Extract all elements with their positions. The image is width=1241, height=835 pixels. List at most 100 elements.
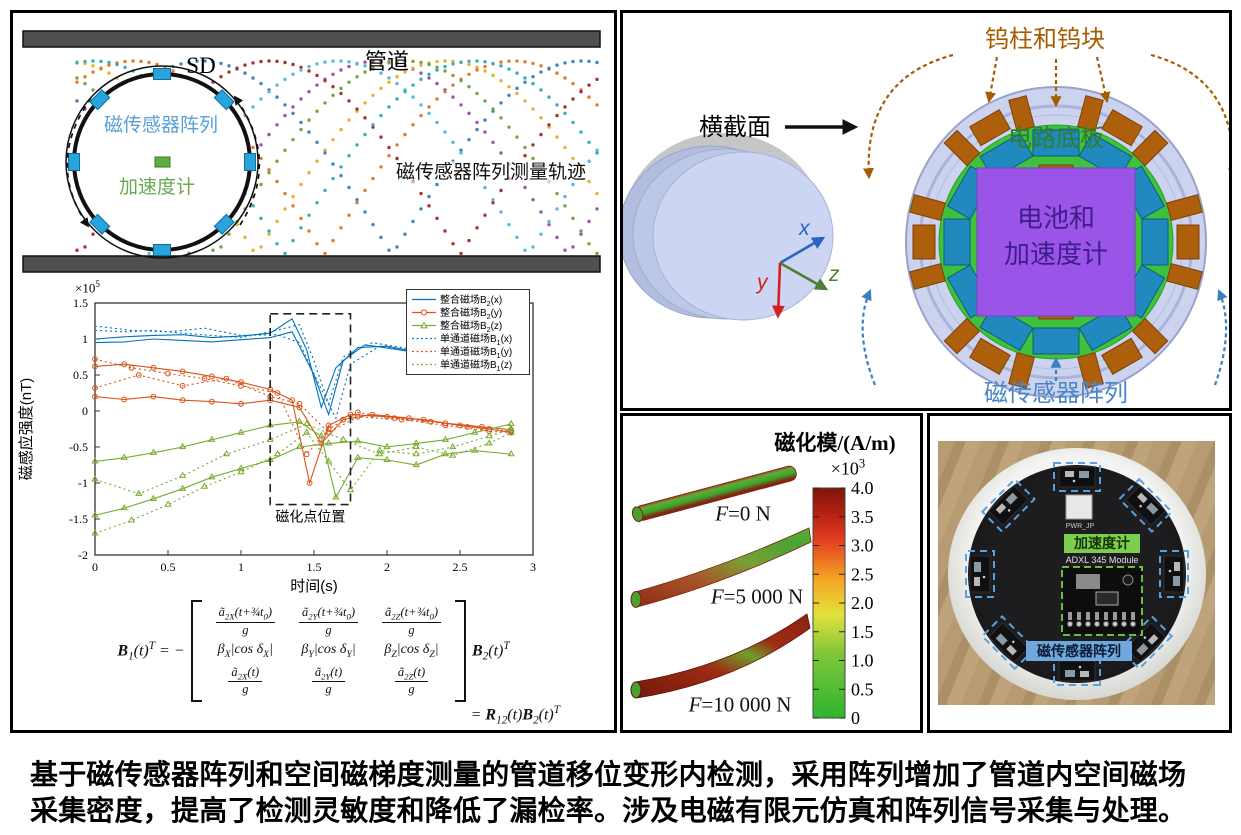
module-pins bbox=[1066, 612, 1137, 628]
x-axis-arrow-icon bbox=[779, 236, 826, 265]
svg-text:0: 0 bbox=[82, 404, 88, 418]
svg-text:-0.5: -0.5 bbox=[69, 440, 88, 454]
y-axis-exponent: ×105 bbox=[75, 279, 100, 296]
panel-cross-section: 横截面 x z y 电池和 加速度计 电路底板 钨柱和钨块 bbox=[618, 10, 1240, 411]
sensor-array-label: 磁传感器阵列 bbox=[984, 380, 1128, 407]
accel-label-bg bbox=[1064, 534, 1140, 553]
pipe-wall-bottom bbox=[22, 255, 601, 273]
svg-text:1.5: 1.5 bbox=[851, 622, 874, 642]
pipe-f5000-end bbox=[630, 591, 642, 608]
matrix-bracket-left bbox=[190, 600, 202, 702]
pipe-f10000-end bbox=[630, 681, 642, 699]
formula: B1(t)T = − ã2X(t+¾t0) g ã2Y(t+¾t0) g ã2Z(t+¾… bbox=[13, 600, 614, 702]
pipe-wall-top bbox=[22, 30, 601, 48]
matrix-cell: ã2Y(t) g bbox=[311, 665, 346, 697]
svg-text:4.0: 4.0 bbox=[851, 478, 874, 498]
array-label-bg bbox=[1026, 641, 1132, 661]
cross-section-label: 横截面 bbox=[699, 114, 771, 141]
trajectory-label-bg bbox=[401, 161, 581, 183]
sensor-array-arrows bbox=[861, 288, 1228, 386]
svg-text:2.5: 2.5 bbox=[453, 560, 468, 574]
sensor-squares bbox=[68, 68, 256, 256]
x-axis-label: x bbox=[798, 217, 811, 240]
svg-text:3.0: 3.0 bbox=[851, 536, 874, 556]
array-curve-left-icon bbox=[861, 288, 877, 386]
svg-text:0: 0 bbox=[851, 708, 860, 728]
module-chip2 bbox=[1095, 591, 1119, 606]
svg-text:2.0: 2.0 bbox=[851, 593, 874, 613]
pipe-f0 bbox=[631, 465, 797, 523]
trajectory-label: 磁传感器阵列测量轨迹 bbox=[396, 161, 586, 183]
tungsten-curve-left-icon bbox=[862, 53, 954, 180]
y-axis-label: y bbox=[755, 271, 769, 294]
svg-text:0.5: 0.5 bbox=[161, 560, 176, 574]
matrix-bracket-right bbox=[454, 600, 466, 702]
caption-line1: 基于磁传感器阵列和空间磁梯度测量的管道移位变形内检测，采用阵列增加了管道内空间磁… bbox=[30, 759, 1187, 790]
svg-text:2.5: 2.5 bbox=[851, 564, 874, 584]
cross-section-drawing: 横截面 x z y 电池和 加速度计 电路底板 钨柱和钨块 bbox=[618, 26, 1240, 407]
matrix-cell: ã2X(t+¾t0) g bbox=[215, 605, 276, 637]
matrix-cell: ã2X(t) g bbox=[228, 665, 263, 697]
module-label: ADXL 345 Module bbox=[1066, 555, 1139, 565]
matrix-cell: ã2Z(t+¾t0) g bbox=[382, 605, 441, 637]
svg-text:0.5: 0.5 bbox=[73, 368, 88, 382]
pipe-f5000 bbox=[634, 527, 812, 608]
simulation-drawing: 4.0 3.5 3.0 2.5 2.0 1.5 1.0 0.5 0 bbox=[630, 465, 874, 728]
formula-rhs: B2(t)T bbox=[471, 639, 510, 663]
case-label-f5000: F=5 000 N bbox=[710, 584, 804, 609]
svg-text:0.5: 0.5 bbox=[851, 679, 874, 699]
formula-matrix: ã2X(t+¾t0) g ã2Y(t+¾t0) g ã2Z(t+¾t0) g βX|cos … bbox=[208, 600, 449, 702]
pipe-f10000 bbox=[634, 613, 811, 699]
colorbar-title: 磁化模/(A/m) bbox=[774, 431, 896, 455]
svg-text:1.5: 1.5 bbox=[307, 560, 322, 574]
tungsten-label: 钨柱和钨块 bbox=[985, 26, 1105, 53]
y-axis-arrow-icon bbox=[771, 262, 785, 319]
colorbar: 4.0 3.5 3.0 2.5 2.0 1.5 1.0 0.5 0 bbox=[812, 478, 874, 728]
svg-text:2: 2 bbox=[384, 560, 390, 574]
battery-label-line2: 加速度计 bbox=[1004, 239, 1108, 269]
capsule-front-face bbox=[652, 151, 834, 321]
tungsten-curve-right-icon bbox=[1150, 53, 1240, 180]
formula-line2: = R12(t)B2(t)T bbox=[470, 703, 560, 727]
svg-text:磁化点位置: 磁化点位置 bbox=[275, 509, 345, 525]
chart-canvas: 0 0.5 1 1.5 2 2.5 3 1.5 1 0.5 0 -0.5 -1 -1.5 -2 时间(s) 磁感… bbox=[17, 296, 536, 595]
figure-caption: 基于磁传感器阵列和空间磁梯度测量的管道移位变形内检测，采用阵列增加了管道内空间磁… bbox=[30, 757, 1220, 829]
svg-text:-2: -2 bbox=[78, 548, 88, 562]
svg-text:-1: -1 bbox=[78, 476, 88, 490]
svg-text:1.0: 1.0 bbox=[851, 651, 874, 671]
tungsten-arrows bbox=[862, 53, 1240, 180]
formula-block: B1(t)T = − ã2X(t+¾t0) g ã2Y(t+¾t0) g ã2Z(t+¾… bbox=[13, 600, 614, 730]
array-curve-right-icon bbox=[1213, 288, 1228, 386]
connector-label: PWR_JP bbox=[1066, 523, 1095, 530]
pipe-schematic: SD 管道 磁传感器阵列 加速度计 磁传感器阵列测量轨迹 bbox=[22, 30, 601, 273]
chart-legend: 整合磁场B2(x) 整合磁场B2(y) 整合磁场B2(z) 单通道磁场B1(x) 单通道… bbox=[406, 289, 530, 375]
matrix-cell: ã2Y(t+¾t0) g bbox=[299, 605, 359, 637]
legend-entry: 单通道磁场B1(x) bbox=[412, 334, 513, 347]
case-label-f0: F=0 N bbox=[715, 501, 771, 526]
photo-annotations: PWR_JP 加速度计 ADXL 345 Module 磁传感器阵列 bbox=[965, 462, 1189, 686]
case-label-f10000: F=10 000 N bbox=[688, 692, 792, 717]
svg-text:0: 0 bbox=[92, 560, 98, 574]
legend-entry: 整合磁场B2(z) bbox=[411, 319, 525, 334]
panel-pipe-schematic-and-chart: SD 管道 磁传感器阵列 加速度计 磁传感器阵列测量轨迹 0 0.5 1 1.5 2 2.… bbox=[10, 10, 617, 733]
matrix-cell: βX|cos δX| bbox=[217, 641, 273, 660]
legend-entry: 单通道磁场B1(y) bbox=[412, 347, 513, 360]
svg-text:磁感应强度(nT): 磁感应强度(nT) bbox=[17, 378, 35, 481]
panel-magnetization-simulation: 4.0 3.5 3.0 2.5 2.0 1.5 1.0 0.5 0 磁化模/(A/m) ×103… bbox=[620, 413, 923, 733]
formula-lhs: B1(t)T = − bbox=[117, 639, 185, 663]
colorbar-multiplier: ×103 bbox=[830, 456, 866, 479]
capsule-3d bbox=[618, 133, 834, 321]
circuit-board-label: 电路底板 bbox=[1008, 125, 1104, 152]
svg-text:1.5: 1.5 bbox=[73, 296, 88, 310]
legend-entry: 整合磁场B2(y) bbox=[411, 306, 525, 321]
accelerometer-label: 加速度计 bbox=[119, 176, 195, 198]
svg-text:1: 1 bbox=[238, 560, 244, 574]
svg-text:3.5: 3.5 bbox=[851, 507, 874, 527]
array-label: 磁传感器阵列 bbox=[1037, 643, 1121, 659]
power-connector bbox=[1065, 494, 1093, 520]
magnetic-field-chart: 0 0.5 1 1.5 2 2.5 3 1.5 1 0.5 0 -0.5 -1 -1.5 -2 时间(s) 磁感… bbox=[13, 275, 614, 600]
sensor-array-label: 磁传感器阵列 bbox=[104, 114, 218, 136]
matrix-cell: βZ|cos δZ| bbox=[384, 641, 439, 660]
accelerometer-square bbox=[154, 156, 171, 168]
caption-line2: 采集密度，提高了检测灵敏度和降低了漏检率。涉及电磁有限元仿真和阵列信号采集与处理… bbox=[30, 795, 1187, 826]
